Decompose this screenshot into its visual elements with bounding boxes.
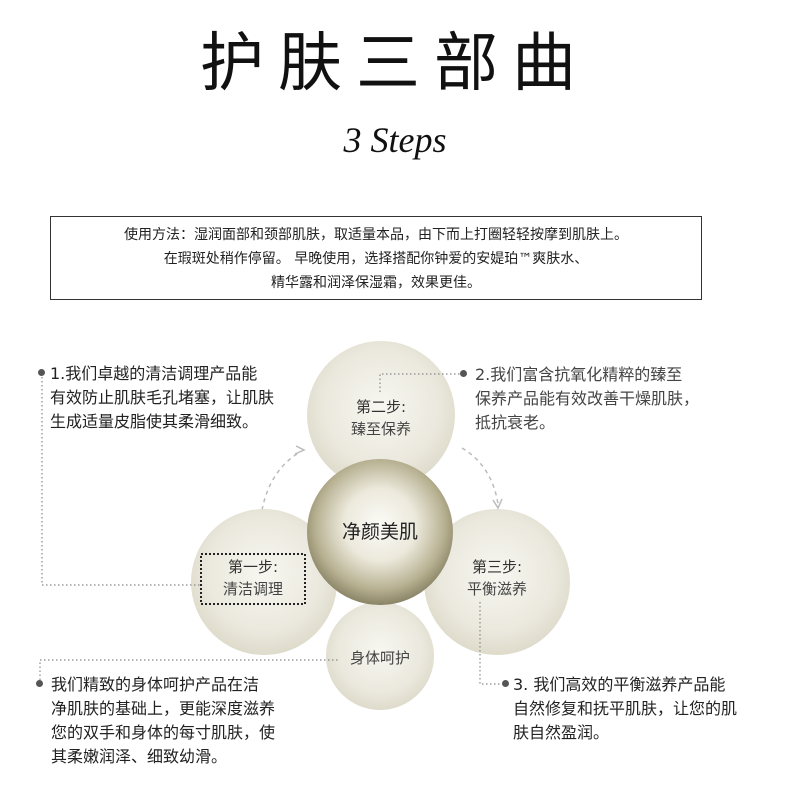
arrow-head-1 (294, 445, 306, 455)
usage-line-3: 精华露和润泽保湿霜，效果更佳。 (271, 275, 481, 291)
arrow-path-2 (461, 447, 499, 505)
center-label: 净颜美肌 (341, 521, 418, 543)
usage-line-2: 在瑕斑处稍作停留。 早晚使用，选择搭配你钟爱的安媞珀™爽肤水、 (163, 251, 589, 267)
step1-label: 第一步: 清洁调理 (203, 556, 303, 600)
note-3-line-3: 肤自然盈润。 (513, 723, 610, 742)
bullet-dot-3 (502, 680, 509, 687)
note-2-line-1: 2.我们富含抗氧化精粹的臻至 (475, 365, 683, 384)
page-subtitle: 3 Steps (343, 120, 447, 160)
step2-title: 第二步: (355, 398, 407, 416)
note-1-line-3: 生成适量皮脂使其柔滑细致。 (50, 412, 259, 431)
step1-highlight-box (200, 553, 306, 605)
note-3-line-2: 自然修复和抚平肌肤，让您的肌 (513, 699, 738, 718)
step3-circle (424, 509, 570, 655)
note-4: 我们精致的身体呵护产品在洁 净肌肤的基础上，更能深度滋养 您的双手和身体的每寸肌… (51, 673, 311, 769)
note-4-line-3: 您的双手和身体的每寸肌肤，使 (51, 723, 276, 742)
note-2-line-3: 抵抗衰老。 (475, 413, 556, 432)
step1-title: 第一步: (227, 558, 279, 576)
connector-note2 (379, 373, 462, 392)
arrow-head-2 (492, 498, 503, 510)
note-1: 1.我们卓越的清洁调理产品能 有效防止肌肤毛孔堵塞，让肌肤 生成适量皮脂使其柔滑… (50, 362, 310, 434)
step3-name: 平衡滋养 (466, 580, 527, 598)
step3-label: 第三步: 平衡滋养 (447, 556, 547, 600)
note-4-line-2: 净肌肤的基础上，更能深度滋养 (51, 699, 276, 718)
bullet-dot-4 (36, 680, 43, 687)
bullet-dot-1 (38, 369, 45, 376)
connector-note1 (41, 373, 201, 586)
step2-name: 臻至保养 (350, 420, 411, 438)
step2-circle (307, 341, 455, 489)
note-3-line-1: 3. 我们高效的平衡滋养产品能 (513, 675, 726, 694)
arrow-path-1 (261, 451, 301, 511)
connector-note4 (39, 659, 340, 684)
step3-title: 第三步: (471, 558, 523, 576)
center-circle (307, 459, 453, 605)
note-4-line-4: 其柔嫩润泽、细致幼滑。 (51, 747, 228, 766)
note-1-line-2: 有效防止肌肤毛孔堵塞，让肌肤 (50, 388, 275, 407)
usage-line-1: 使用方法：湿润面部和颈部肌肤，取适量本品，由下而上打圈轻轻按摩到肌肤上。 (124, 227, 628, 243)
step1-name: 清洁调理 (222, 580, 283, 598)
note-2-line-2: 保养产品能有效改善干燥肌肤， (475, 389, 700, 408)
usage-box: 使用方法：湿润面部和颈部肌肤，取适量本品，由下而上打圈轻轻按摩到肌肤上。 在瑕斑… (50, 216, 702, 300)
bullet-dot-2 (460, 370, 467, 377)
body-circle (326, 602, 434, 710)
page-title: 护肤三部曲 (200, 27, 590, 101)
note-4-line-1: 我们精致的身体呵护产品在洁 (51, 675, 260, 694)
note-3: 3. 我们高效的平衡滋养产品能 自然修复和抚平肌肤，让您的肌 肤自然盈润。 (513, 673, 773, 745)
note-2: 2.我们富含抗氧化精粹的臻至 保养产品能有效改善干燥肌肤， 抵抗衰老。 (475, 363, 735, 435)
body-label: 身体呵护 (349, 649, 410, 667)
step2-label: 第二步: 臻至保养 (331, 396, 431, 440)
note-1-line-1: 1.我们卓越的清洁调理产品能 (50, 364, 258, 383)
step1-circle (191, 509, 337, 655)
